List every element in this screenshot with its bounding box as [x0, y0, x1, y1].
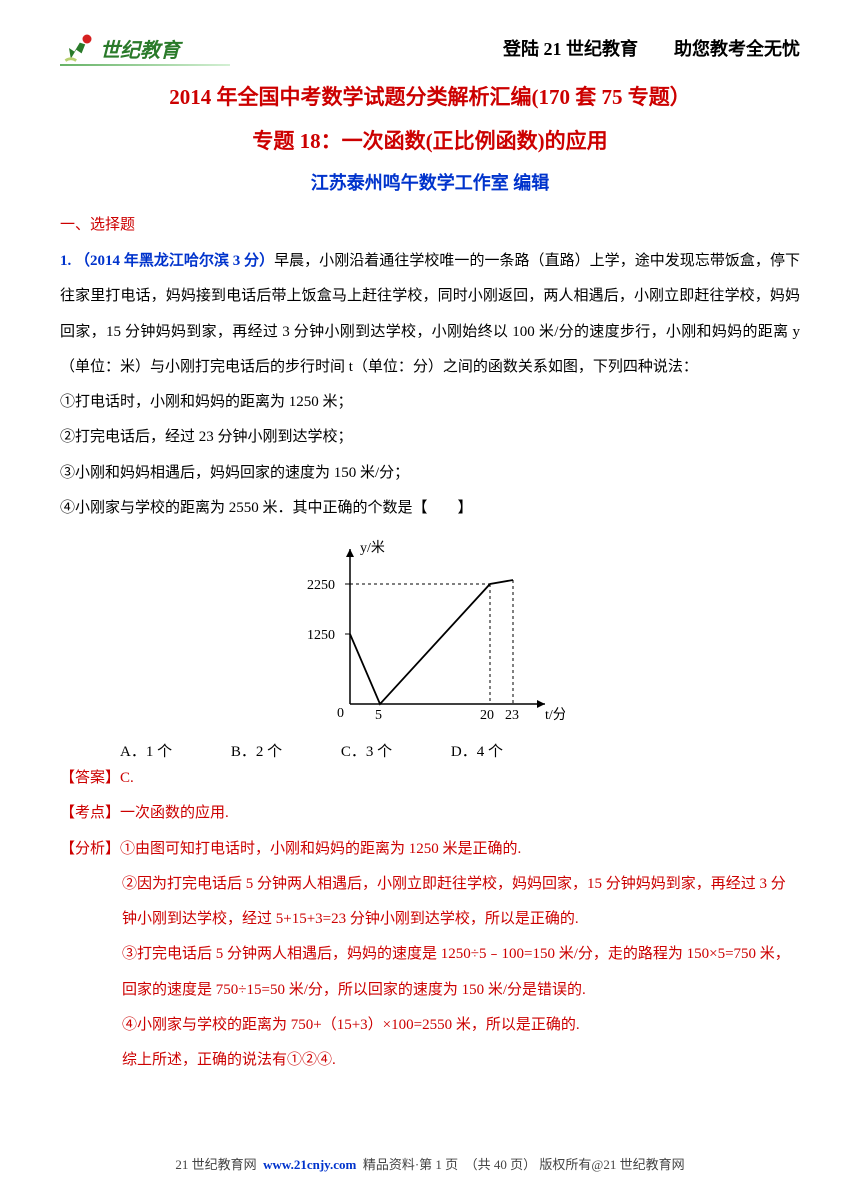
answer-block: 【答案】C. 【考点】一次函数的应用. 【分析】①由图可知打电话时，小刚和妈妈的…	[60, 761, 800, 1078]
option-a: A．1 个	[120, 744, 172, 760]
sub-title: 专题 18：一次函数(正比例函数)的应用	[60, 125, 800, 155]
page-header: 世纪教育 登陆 21 世纪教育 助您教考全无忧	[60, 30, 800, 66]
line-chart: y/米 t/分 0 1250 2250 5 20 23	[60, 534, 800, 734]
runner-icon	[60, 30, 96, 66]
fx2: ②因为打完电话后 5 分钟两人相遇后，小刚立即赶往学校，妈妈回家，15 分钟妈妈…	[60, 867, 800, 938]
answer-line: 【答案】C.	[60, 761, 800, 796]
footer-url: www.21cnjy.com	[263, 1157, 356, 1172]
page-footer: 21 世纪教育网 www.21cnjy.com 精品资料·第 1 页 （共 40…	[0, 1154, 860, 1173]
editor-line: 江苏泰州鸣午数学工作室 编辑	[60, 169, 800, 195]
question-p1: 早晨，小刚沿着通往学校唯一的一条路（直路）上学，途中发现忘带饭盒，停下往家里打电…	[60, 253, 800, 375]
fenxi-1: 【分析】①由图可知打电话时，小刚和妈妈的距离为 1250 米是正确的.	[60, 832, 800, 867]
fx5-text: 综上所述，正确的说法有①②④.	[122, 1052, 336, 1068]
footer-rest: 精品资料·第 1 页 （共 40 页） 版权所有@21 世纪教育网	[363, 1157, 685, 1172]
origin-label: 0	[337, 706, 344, 721]
statement-3: ③小刚和妈妈相遇后，妈妈回家的速度为 150 米/分；	[60, 456, 800, 491]
ytick-1250: 1250	[307, 628, 335, 643]
header-slogan: 登陆 21 世纪教育 助您教考全无忧	[503, 35, 800, 61]
option-c: C．3 个	[341, 744, 392, 760]
question-body: 1. （2014 年黑龙江哈尔滨 3 分）早晨，小刚沿着通往学校唯一的一条路（直…	[60, 244, 800, 526]
fx2-text: ②因为打完电话后 5 分钟两人相遇后，小刚立即赶往学校，妈妈回家，15 分钟妈妈…	[122, 876, 786, 927]
question-source: 1. （2014 年黑龙江哈尔滨 3 分）	[60, 253, 274, 269]
option-d: D．4 个	[451, 744, 503, 760]
xtick-20: 20	[480, 708, 494, 723]
fx4-text: ④小刚家与学校的距离为 750+（15+3）×100=2550 米，所以是正确的…	[122, 1017, 580, 1033]
section-label: 一、选择题	[60, 213, 800, 234]
footer-site: 21 世纪教育网	[175, 1157, 256, 1172]
fx3: ③打完电话后 5 分钟两人相遇后，妈妈的速度是 1250÷5﹣100=150 米…	[60, 937, 800, 1008]
fx1: ①由图可知打电话时，小刚和妈妈的距离为 1250 米是正确的.	[120, 841, 521, 857]
main-title: 2014 年全国中考数学试题分类解析汇编(170 套 75 专题）	[60, 81, 800, 111]
ytick-2250: 2250	[307, 578, 335, 593]
kd-label: 【考点】	[60, 805, 120, 821]
statement-1: ①打电话时，小刚和妈妈的距离为 1250 米；	[60, 385, 800, 420]
y-axis-label: y/米	[360, 540, 385, 556]
kaodian-line: 【考点】一次函数的应用.	[60, 796, 800, 831]
xtick-5: 5	[375, 708, 382, 723]
fx3-text: ③打完电话后 5 分钟两人相遇后，妈妈的速度是 1250÷5﹣100=150 米…	[122, 946, 790, 997]
answer-options: A．1 个 B．2 个 C．3 个 D．4 个	[60, 740, 800, 761]
option-b: B．2 个	[231, 744, 282, 760]
logo-block: 世纪教育	[60, 30, 230, 66]
kd-text: 一次函数的应用.	[120, 805, 229, 821]
xtick-23: 23	[505, 708, 519, 723]
statement-2: ②打完电话后，经过 23 分钟小刚到达学校；	[60, 420, 800, 455]
statement-4: ④小刚家与学校的距离为 2550 米．其中正确的个数是【 】	[60, 491, 800, 526]
logo-text: 世纪教育	[100, 34, 180, 63]
fx-label: 【分析】	[60, 841, 120, 857]
fx5: 综上所述，正确的说法有①②④.	[60, 1043, 800, 1078]
x-axis-label: t/分	[545, 707, 565, 723]
fx4: ④小刚家与学校的距离为 750+（15+3）×100=2550 米，所以是正确的…	[60, 1008, 800, 1043]
